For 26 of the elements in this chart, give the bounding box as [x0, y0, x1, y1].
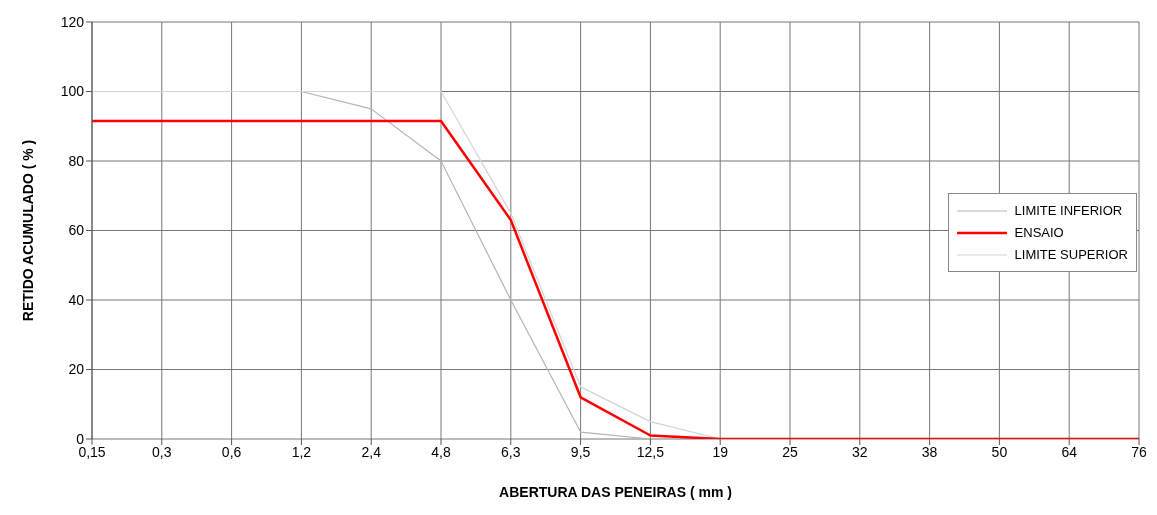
x-tick-label: 12,5 — [636, 443, 665, 460]
y-tick-label: 60 — [68, 222, 85, 239]
y-tick-label: 40 — [68, 291, 85, 308]
legend-label: LIMITE SUPERIOR — [1014, 247, 1128, 262]
legend-label: LIMITE INFERIOR — [1014, 203, 1123, 218]
x-tick-label: 25 — [782, 443, 798, 460]
x-tick-label: 32 — [852, 443, 868, 460]
y-tick-label: 20 — [68, 361, 85, 378]
x-tick-label: 0,6 — [221, 443, 242, 460]
x-tick-label: 2,4 — [361, 443, 382, 460]
y-tick-label: 120 — [60, 13, 85, 30]
legend-label: ENSAIO — [1014, 225, 1064, 240]
y-tick-label: 100 — [60, 83, 85, 100]
y-axis-title: RETIDO ACUMULADO ( % ) — [19, 139, 36, 322]
x-tick-label: 1,2 — [291, 443, 312, 460]
y-tick-label: 80 — [68, 152, 85, 169]
x-tick-label: 6,3 — [501, 443, 521, 460]
x-tick-label: 19 — [712, 443, 729, 460]
x-axis-title: ABERTURA DAS PENEIRAS ( mm ) — [499, 484, 732, 500]
x-tick-label: 9,5 — [570, 443, 591, 460]
x-tick-label: 0,3 — [152, 443, 172, 460]
x-tick-label: 76 — [1131, 443, 1147, 460]
x-tick-label: 50 — [991, 443, 1008, 460]
x-tick-label: 4,8 — [431, 443, 451, 460]
x-tick-label: 38 — [921, 443, 938, 460]
x-tick-label: 64 — [1061, 443, 1078, 460]
